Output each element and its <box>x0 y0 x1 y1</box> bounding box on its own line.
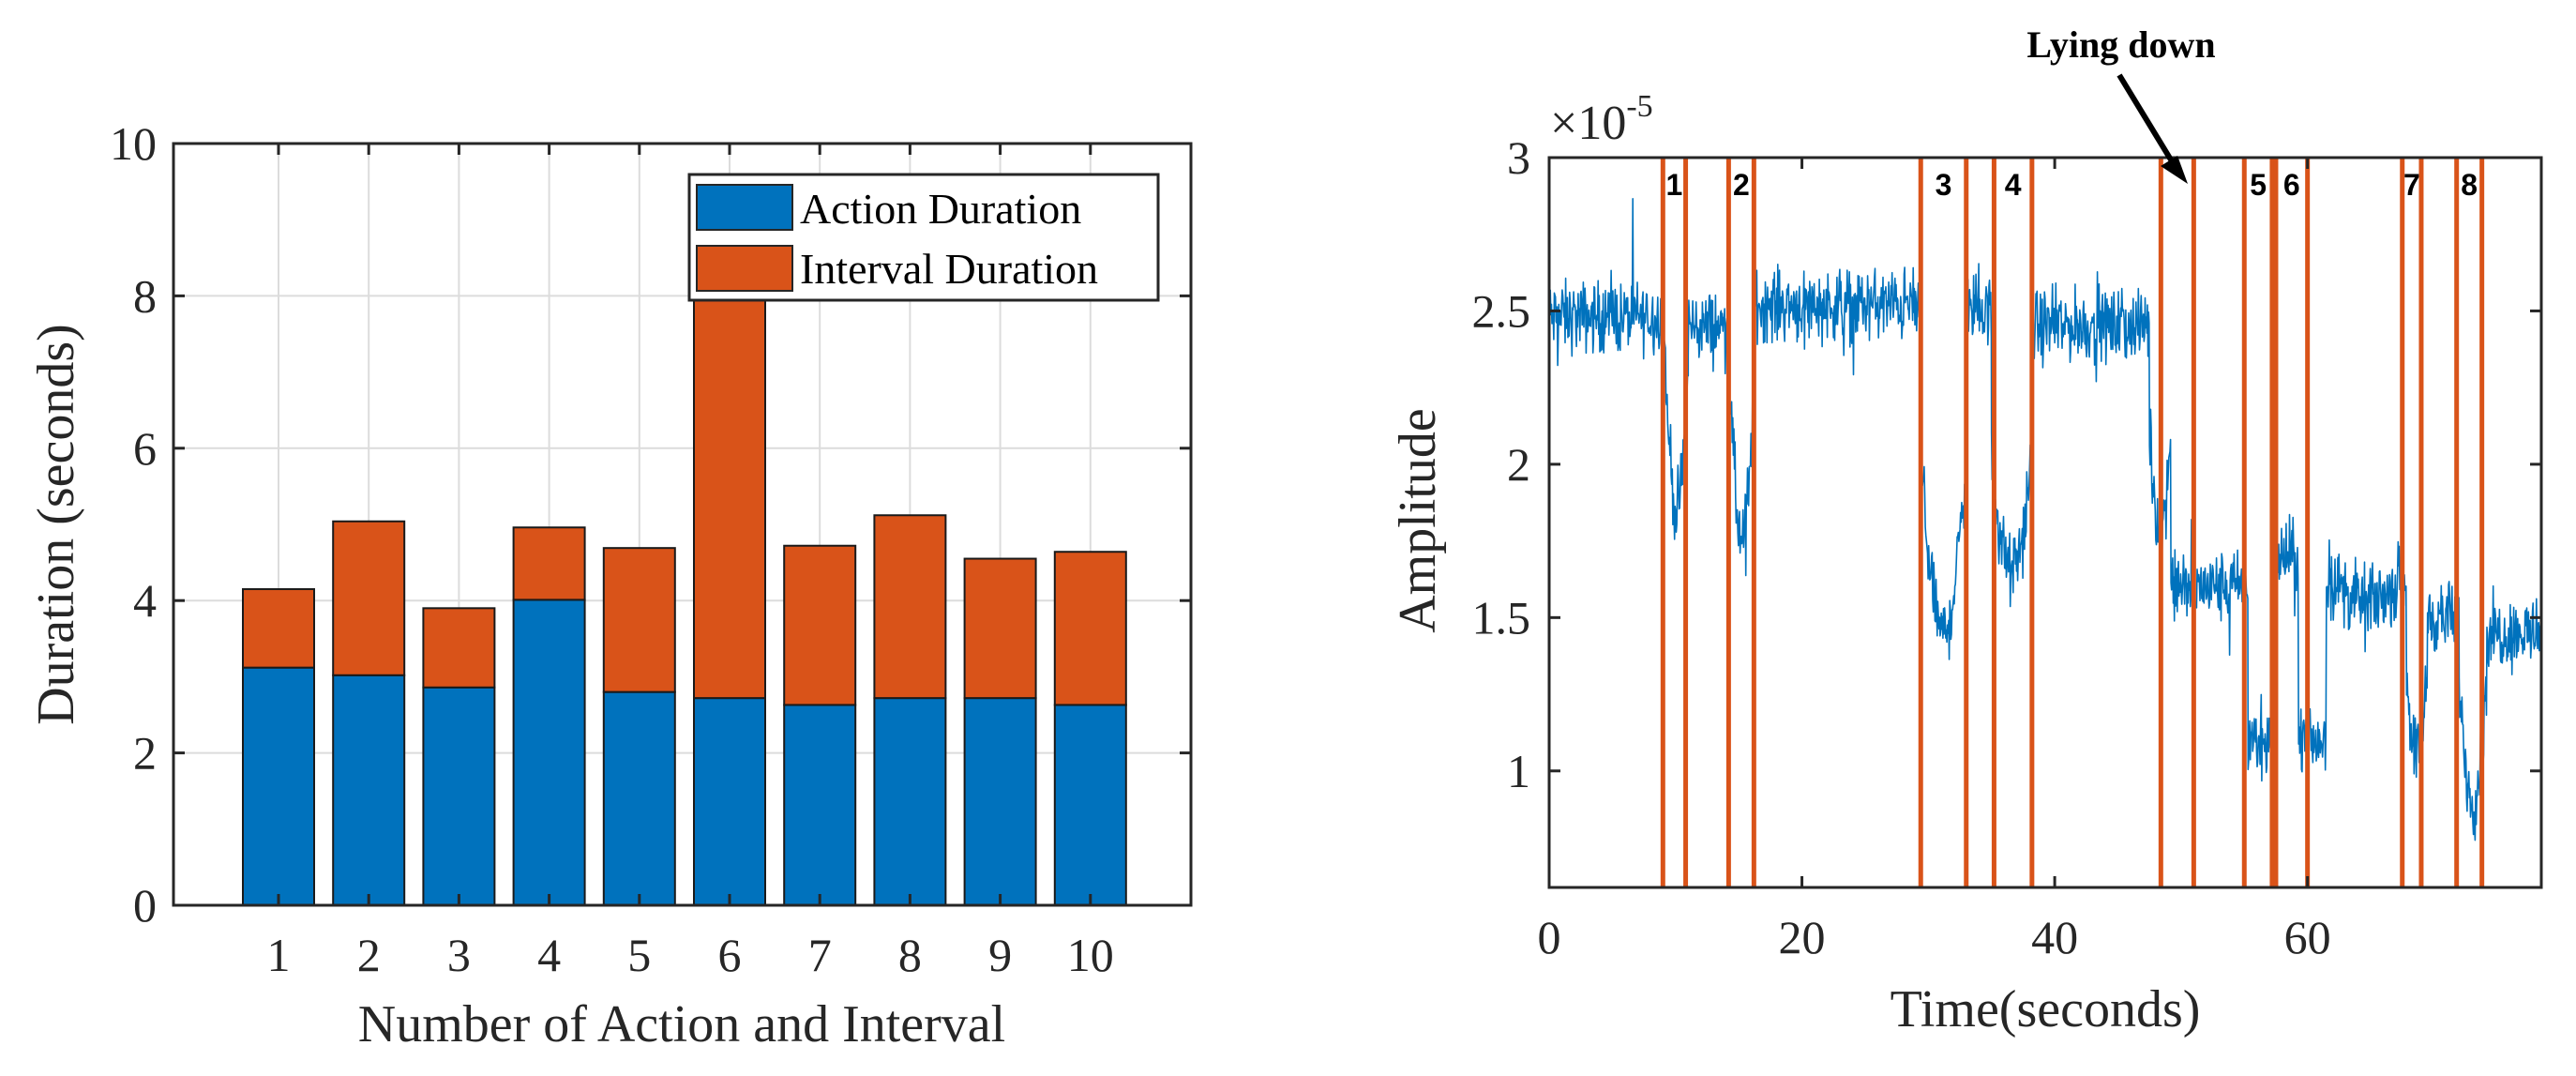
line-y-tick-label: 3 <box>1507 131 1530 184</box>
bar-action-9 <box>963 697 1037 906</box>
line-y-tick-label: 2 <box>1507 438 1530 491</box>
line-y-tick-labels: 1 1.5 2 2.5 3 <box>1472 131 1531 797</box>
bar-legend: Action Duration Interval Duration <box>687 173 1160 302</box>
bar-y-axis-label: Duration (seconds) <box>27 324 85 725</box>
bar-y-tick-label: 10 <box>110 117 157 170</box>
bar-axes-box <box>172 142 1193 907</box>
marker-label-1: 1 <box>1666 168 1683 202</box>
bar-action-5 <box>602 690 676 907</box>
bar-x-tick-label: 7 <box>808 929 832 981</box>
line-x-tick-label: 0 <box>1538 911 1561 963</box>
bar-x-tick-label: 8 <box>898 929 922 981</box>
bar-action-1 <box>242 666 315 906</box>
marker-label-6: 6 <box>2283 168 2300 202</box>
bar-x-tick-label: 5 <box>627 929 651 981</box>
line-x-tick-label: 60 <box>2284 911 2331 963</box>
bar-x-tick-label: 6 <box>718 929 742 981</box>
line-x-tick-label: 20 <box>1779 911 1826 963</box>
marker-label-3: 3 <box>1936 168 1952 202</box>
bar-interval-8 <box>873 514 947 700</box>
annotation-arrow <box>2117 73 2188 184</box>
line-y-tick-label: 1 <box>1507 745 1530 797</box>
bar-action-6 <box>693 697 766 906</box>
bar-interval-4 <box>512 526 586 601</box>
bar-action-8 <box>873 697 947 906</box>
bar-action-10 <box>1053 704 1127 906</box>
marker-label-5: 5 <box>2250 168 2267 202</box>
bar-x-tick-label: 9 <box>988 929 1012 981</box>
bar-interval-6 <box>693 272 766 700</box>
bar-interval-10 <box>1053 551 1127 706</box>
line-x-axis-label: Time(seconds) <box>1891 980 2201 1038</box>
bar-interval-3 <box>422 607 496 689</box>
line-x-tick-label: 40 <box>2031 911 2078 963</box>
bar-x-tick-label: 1 <box>267 929 291 981</box>
line-x-tick-labels: 0 20 40 60 <box>1538 911 2331 963</box>
amplitude-signal-line <box>1549 198 2541 841</box>
bar-interval-1 <box>242 588 315 669</box>
bar-action-2 <box>332 674 406 906</box>
bar-series <box>242 272 1127 907</box>
bar-y-tick-label: 8 <box>133 269 157 322</box>
segment-marker-lines <box>1660 158 2485 887</box>
bar-x-tick-label: 3 <box>447 929 471 981</box>
line-y-axis-label: Amplitude <box>1389 408 1447 633</box>
bar-y-tick-label: 0 <box>133 879 157 932</box>
marker-label-7: 7 <box>2403 168 2420 202</box>
bar-x-tick-label: 2 <box>357 929 381 981</box>
bar-x-axis-label: Number of Action and Interval <box>358 995 1005 1053</box>
bar-action-3 <box>422 686 496 906</box>
bar-x-tick-label: 10 <box>1067 929 1114 981</box>
marker-label-2: 2 <box>1733 168 1750 202</box>
bar-action-7 <box>783 704 857 906</box>
legend-label-interval: Interval Duration <box>800 245 1098 293</box>
line-y-tick-label: 2.5 <box>1472 284 1531 337</box>
bar-y-tick-label: 6 <box>133 422 157 475</box>
legend-swatch-action <box>696 184 793 231</box>
legend-label-action: Action Duration <box>800 185 1081 233</box>
marker-label-4: 4 <box>2005 168 2022 202</box>
line-ticks <box>1547 156 2541 887</box>
bar-interval-2 <box>332 520 406 676</box>
bar-x-tick-label: 4 <box>537 929 561 981</box>
bar-y-tick-label: 2 <box>133 727 157 780</box>
lying-down-annotation: Lying down <box>2026 23 2215 66</box>
bar-interval-9 <box>963 557 1037 700</box>
bar-y-tick-labels: 0 2 4 6 8 10 <box>110 117 157 932</box>
bar-ticks <box>173 142 1191 907</box>
line-y-tick-label: 1.5 <box>1472 591 1531 644</box>
bar-y-tick-label: 4 <box>133 574 157 627</box>
bar-action-4 <box>512 599 586 906</box>
legend-swatch-interval <box>696 245 793 292</box>
marker-label-8: 8 <box>2461 168 2478 202</box>
y-exponent-label: ×10-5 <box>1550 89 1653 150</box>
bar-x-tick-labels: 1 2 3 4 5 6 7 8 9 10 <box>267 929 1114 981</box>
bar-interval-7 <box>783 544 857 706</box>
line-axes-box <box>1547 156 2543 889</box>
bar-interval-5 <box>602 547 676 693</box>
